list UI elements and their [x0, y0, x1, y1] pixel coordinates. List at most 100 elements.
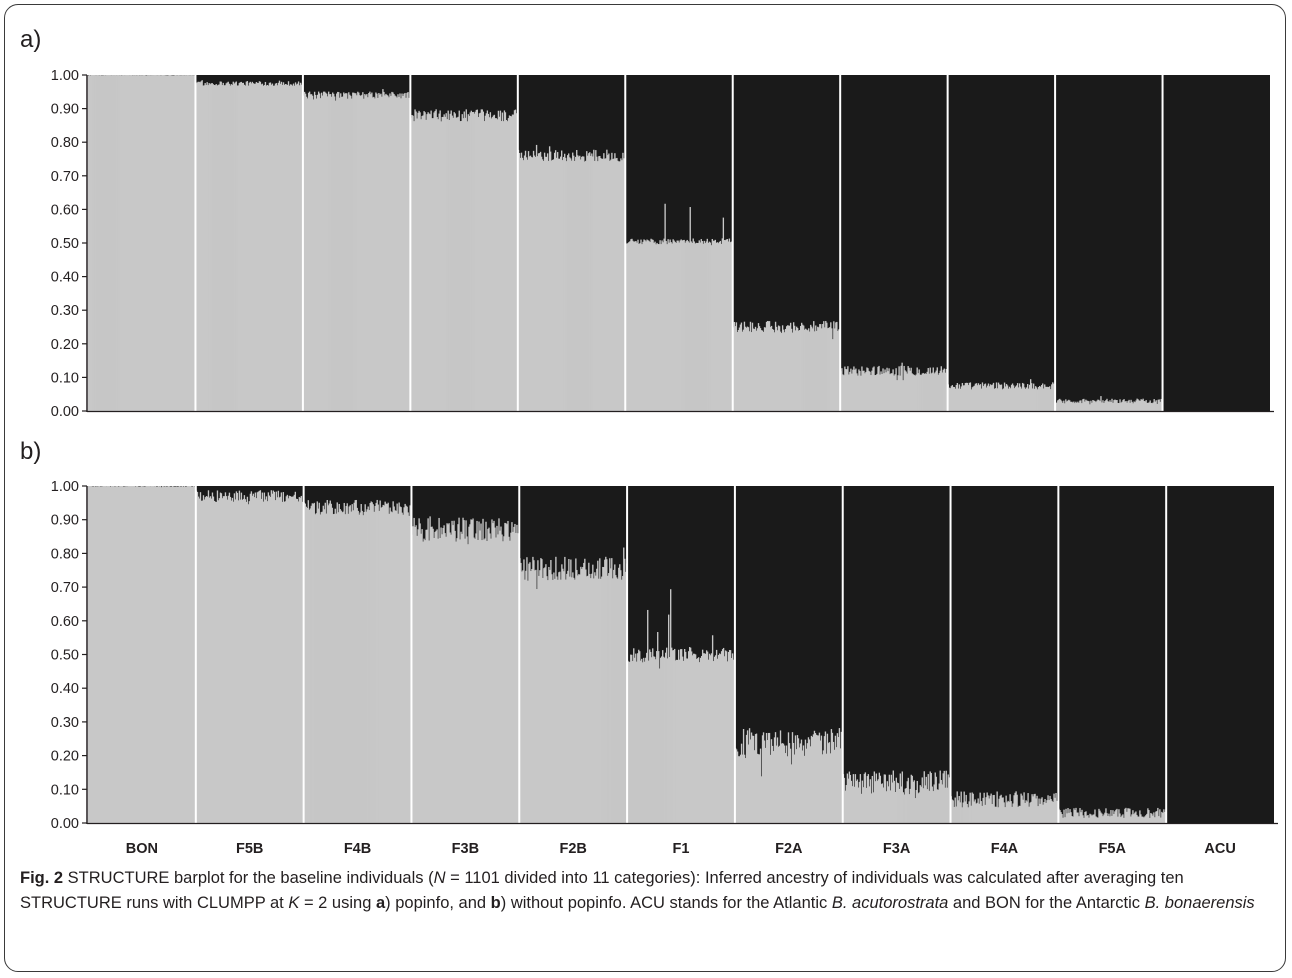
individual-bar — [565, 157, 567, 411]
individual-bar — [1128, 808, 1130, 823]
individual-bar — [481, 540, 483, 823]
individual-bar — [775, 326, 778, 411]
individual-bar — [1110, 810, 1112, 823]
individual-bar — [352, 92, 354, 412]
individual-bar — [746, 326, 749, 411]
individual-bar — [170, 75, 172, 412]
individual-bar — [250, 491, 253, 823]
individual-bar — [138, 486, 141, 823]
individual-bar — [189, 75, 191, 412]
individual-bar — [532, 150, 535, 411]
individual-bar — [824, 327, 826, 411]
individual-bar — [632, 661, 634, 823]
individual-bar — [647, 609, 649, 823]
individual-bar — [864, 772, 867, 823]
individual-bar — [633, 241, 635, 411]
individual-bar — [730, 658, 733, 823]
individual-bar — [169, 75, 171, 411]
individual-bar — [1041, 385, 1043, 411]
individual-bar — [443, 525, 445, 823]
individual-bar — [1136, 814, 1138, 823]
individual-bar — [1110, 402, 1112, 411]
individual-bar — [102, 75, 104, 411]
individual-bar — [710, 653, 713, 823]
individual-bar — [476, 520, 478, 823]
individual-bar — [799, 743, 802, 823]
individual-bar — [612, 159, 614, 411]
individual-bar — [848, 374, 850, 411]
individual-bar — [283, 84, 286, 412]
individual-bar — [1033, 794, 1035, 823]
individual-bar — [141, 486, 144, 823]
individual-bar — [306, 507, 308, 823]
group-f2a — [734, 486, 844, 823]
individual-bar — [546, 153, 549, 411]
individual-bar — [375, 502, 377, 823]
individual-bar — [344, 93, 346, 412]
individual-bar — [657, 244, 659, 411]
individual-bar — [147, 75, 149, 411]
individual-bar — [149, 75, 151, 411]
individual-bar — [869, 779, 872, 823]
individual-bar — [804, 329, 806, 411]
individual-bar — [475, 109, 477, 412]
individual-bar — [978, 803, 980, 823]
individual-bar — [1005, 795, 1007, 823]
individual-bar — [696, 242, 698, 411]
individual-bar — [270, 84, 273, 412]
individual-bar — [462, 118, 464, 411]
individual-bar — [794, 330, 797, 411]
individual-bar — [320, 512, 322, 823]
individual-bar — [173, 75, 175, 411]
individual-bar — [1011, 806, 1013, 823]
group-bon — [88, 75, 196, 412]
individual-bar — [124, 75, 126, 412]
individual-bar — [895, 368, 897, 411]
individual-bar — [1064, 817, 1066, 823]
individual-bar — [648, 240, 650, 411]
individual-bar — [854, 369, 856, 411]
individual-bar — [303, 91, 306, 411]
individual-bar — [591, 573, 593, 823]
individual-bar — [765, 321, 768, 411]
individual-bar — [1155, 811, 1157, 823]
individual-bar — [1153, 812, 1155, 823]
individual-bar — [798, 330, 800, 411]
individual-bar — [192, 486, 195, 823]
individual-bar — [675, 242, 677, 411]
individual-bar — [198, 81, 200, 411]
individual-bar — [512, 531, 514, 823]
individual-bar — [158, 486, 161, 823]
individual-bar — [306, 98, 309, 412]
individual-bar — [271, 83, 274, 412]
individual-bar — [679, 659, 681, 823]
individual-bar — [1096, 400, 1098, 411]
individual-bar — [586, 151, 588, 411]
individual-bar — [852, 774, 855, 823]
individual-bar — [174, 486, 177, 823]
individual-bar — [512, 114, 515, 412]
individual-bar — [530, 157, 533, 411]
individual-bar — [285, 496, 288, 823]
individual-bar — [1027, 793, 1029, 823]
individual-bar — [109, 486, 112, 823]
individual-bar — [1053, 383, 1055, 411]
individual-bar — [893, 375, 895, 411]
individual-bar — [428, 540, 430, 823]
individual-bar — [226, 499, 229, 823]
individual-bar — [830, 729, 833, 823]
individual-bar — [667, 239, 669, 411]
individual-bar — [251, 81, 254, 412]
individual-bar — [394, 95, 396, 411]
individual-bar — [958, 796, 960, 823]
individual-bar — [982, 797, 984, 823]
individual-bar — [771, 745, 774, 823]
y-tick-label: 0.10 — [51, 370, 79, 386]
individual-bar — [983, 384, 986, 411]
individual-bar — [171, 486, 174, 823]
individual-bar — [959, 388, 962, 411]
individual-bar — [616, 577, 618, 823]
individual-bar — [726, 661, 729, 823]
individual-bar — [429, 516, 431, 823]
individual-bar — [865, 787, 868, 823]
